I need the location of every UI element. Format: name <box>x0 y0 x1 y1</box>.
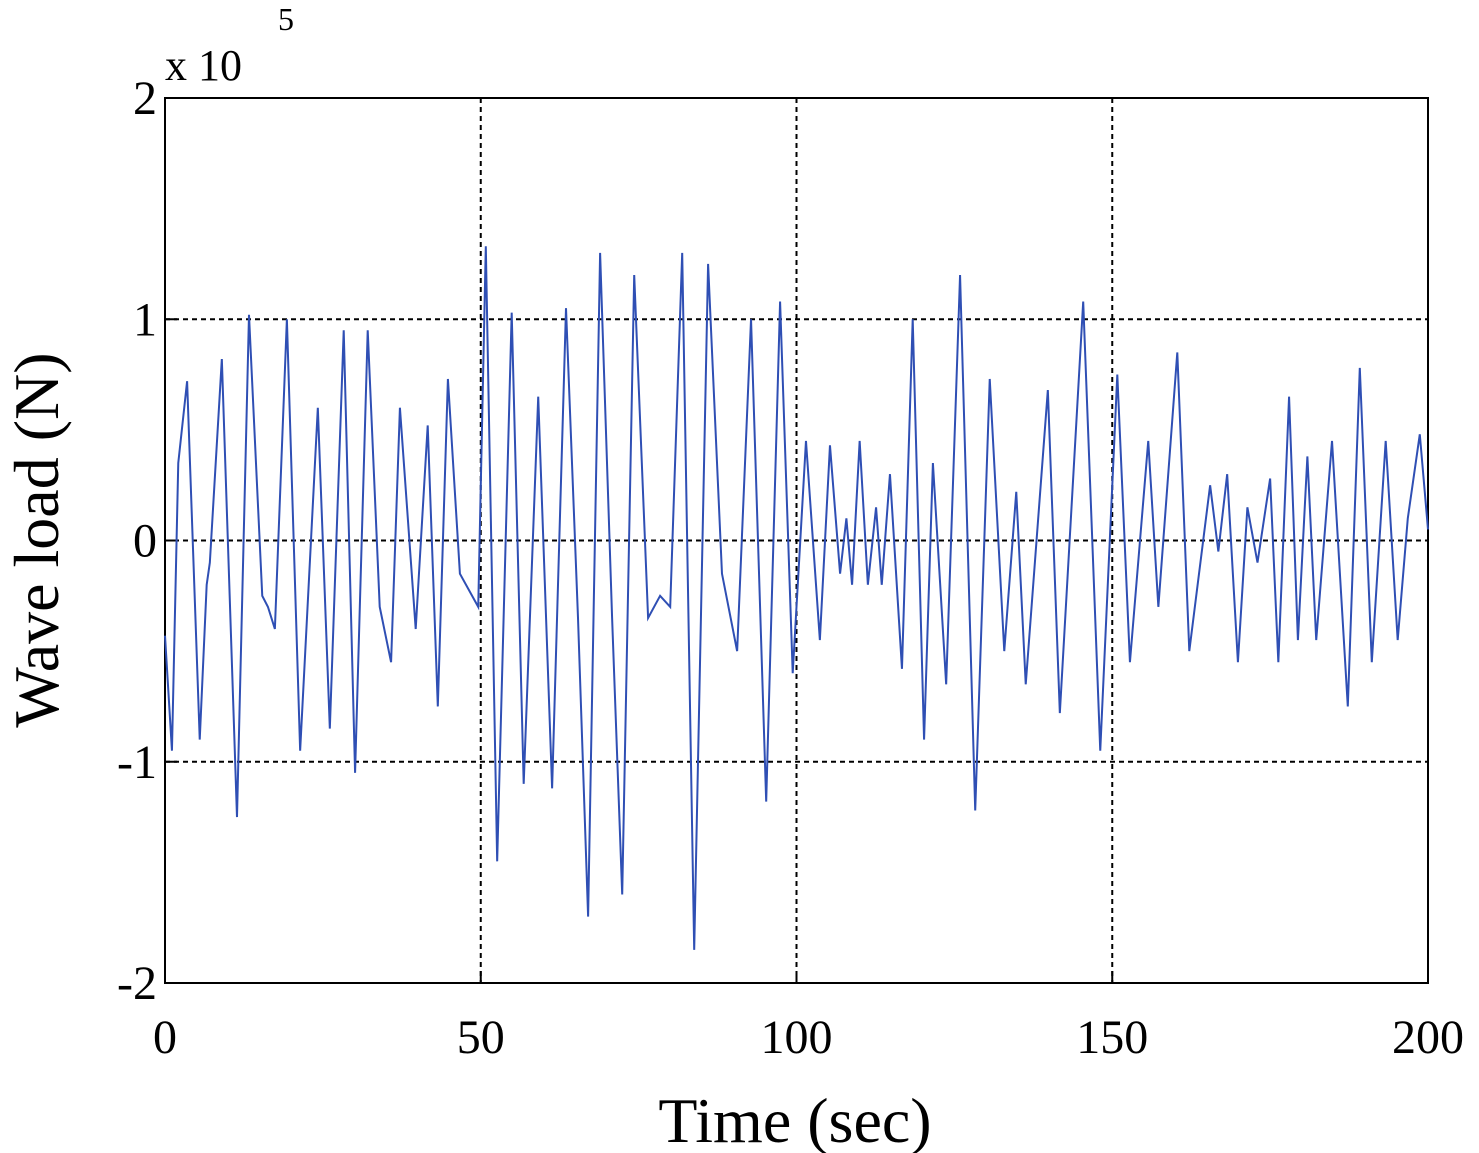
y-tick-label: -2 <box>117 957 157 1010</box>
y-axis-label: Wave load (N) <box>1 352 72 727</box>
y-tick-label: 0 <box>133 515 157 568</box>
plot-frame <box>164 97 1429 984</box>
y-tick-label: 1 <box>133 293 157 346</box>
y-tick-label: 2 <box>133 72 157 125</box>
y-tick-label: -1 <box>117 736 157 789</box>
x-tick-label: 50 <box>457 1011 505 1064</box>
y-scale-exponent: 5 <box>278 1 294 37</box>
x-tick-label: 200 <box>1392 1011 1464 1064</box>
x-tick-label: 100 <box>761 1011 833 1064</box>
x-tick-label: 150 <box>1076 1011 1148 1064</box>
data-line <box>164 246 1429 950</box>
x-axis-label: Time (sec) <box>658 1085 931 1153</box>
x-tick-label: 0 <box>153 1011 177 1064</box>
y-scale-label: x 10 <box>165 41 242 90</box>
